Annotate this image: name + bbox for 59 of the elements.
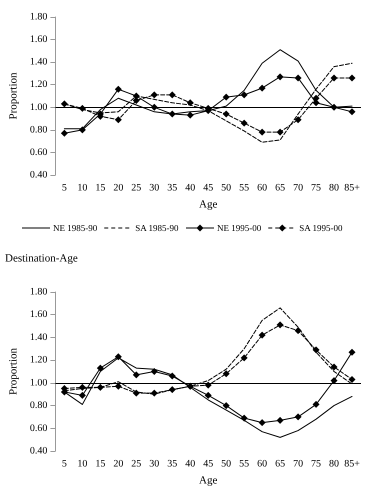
x-tick-label: 10 (77, 182, 88, 194)
x-tick-label: 45 (203, 182, 214, 194)
y-tick-label: 1.40 (30, 332, 48, 343)
x-tick-label: 40 (185, 458, 196, 470)
x-tick-label: 30 (149, 458, 160, 470)
legend-label: SA 1985-90 (135, 223, 180, 233)
legend-label: NE 1985-90 (53, 223, 98, 233)
x-tick-label: 75 (311, 182, 322, 194)
y-tick-label: 0.60 (30, 146, 48, 158)
x-axis-title: Age (199, 474, 218, 486)
y-tick-label: 1.80 (30, 286, 48, 298)
x-axis-title: Age (199, 198, 218, 210)
x-tick-label: 35 (167, 458, 178, 470)
x-tick-label: 80 (329, 458, 340, 470)
x-tick-label: 65 (275, 458, 286, 470)
y-tick-label: 1.60 (30, 309, 48, 320)
y-tick-label: 0.60 (30, 422, 48, 434)
x-tick-label: 70 (293, 182, 304, 194)
y-axis-title: Proportion (8, 72, 20, 120)
x-tick-label: 25 (131, 182, 142, 194)
chart-title: Destination-Age (5, 252, 78, 264)
y-tick-label: 1.20 (30, 354, 48, 366)
x-tick-label: 80 (329, 182, 340, 194)
x-tick-label: 45 (203, 458, 214, 470)
x-tick-label: 40 (185, 182, 196, 194)
x-tick-label: 85+ (344, 458, 360, 470)
x-tick-label: 60 (257, 182, 268, 194)
y-tick-label: 1.00 (30, 102, 48, 113)
y-tick-label: 1.20 (30, 79, 48, 90)
y-tick-label: 1.40 (30, 56, 48, 68)
x-tick-label: 70 (293, 458, 304, 470)
x-tick-label: 65 (275, 182, 286, 194)
x-tick-label: 5 (62, 458, 67, 470)
x-tick-label: 10 (77, 458, 88, 470)
x-tick-label: 25 (131, 458, 142, 470)
y-tick-label: 0.40 (30, 446, 48, 456)
y-tick-label: 0.80 (30, 400, 48, 412)
y-tick-label: 1.00 (30, 377, 48, 388)
x-tick-label: 55 (239, 458, 250, 470)
x-tick-label: 20 (113, 182, 124, 194)
x-tick-label: 15 (95, 182, 106, 194)
x-tick-label: 5 (62, 182, 67, 194)
legend-label: NE 1995-00 (217, 223, 262, 233)
x-tick-label: 50 (221, 458, 232, 470)
x-tick-label: 20 (113, 458, 124, 470)
y-axis-title: Proportion (8, 347, 20, 396)
y-tick-label: 0.80 (30, 124, 48, 136)
x-tick-label: 60 (257, 458, 268, 470)
x-tick-label: 15 (95, 458, 106, 470)
y-tick-label: 0.40 (30, 170, 48, 180)
legend-label: SA 1995-00 (299, 223, 343, 233)
y-tick-label: 1.80 (30, 12, 48, 22)
x-tick-label: 35 (167, 182, 178, 194)
x-tick-label: 85+ (344, 182, 360, 194)
x-tick-label: 55 (239, 182, 250, 194)
x-tick-label: 50 (221, 182, 232, 194)
x-tick-label: 30 (149, 182, 160, 194)
y-tick-label: 1.60 (30, 34, 48, 46)
x-tick-label: 75 (311, 458, 322, 470)
